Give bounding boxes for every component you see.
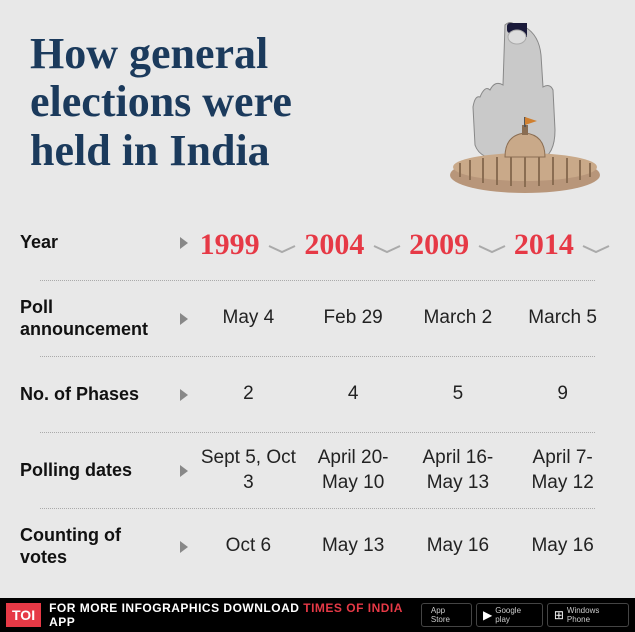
table-cell: 9 [510,382,615,407]
store-badges: App Store ▶Google play ⊞Windows Phone [421,603,629,627]
table-cell: May 4 [196,306,301,331]
row-label: No. of Phases [20,384,180,406]
table-cell: May 13 [301,534,406,559]
arrow-icon [180,541,188,553]
table-cell: 5 [406,382,511,407]
table-row: Counting of votes Oct 6 May 13 May 16 Ma… [20,509,615,584]
header-row: Year 1999 2004 2009 [20,205,615,280]
table-cell: March 5 [510,306,615,331]
chevron-down-icon [477,228,507,262]
row-label: Year [20,232,180,254]
table-cell: Sept 5, Oct 3 [196,446,301,495]
table-cell: April 16- May 13 [406,446,511,495]
app-store-badge[interactable]: App Store [421,603,472,627]
row-label: Polling dates [20,460,180,482]
arrow-icon [180,389,188,401]
footer-text: FOR MORE INFOGRAPHICS DOWNLOAD TIMES OF … [49,601,421,629]
year-header: 2009 [406,224,511,262]
voting-finger-parliament-icon [445,15,605,195]
table-cell: Feb 29 [301,306,406,331]
election-table: Year 1999 2004 2009 [0,205,635,584]
table-cell: May 16 [406,534,511,559]
infographic-container: How general elections were held in India [0,0,635,632]
table-row: No. of Phases 2 4 5 9 [20,357,615,432]
google-play-badge[interactable]: ▶Google play [476,603,543,627]
table-cell: 4 [301,382,406,407]
arrow-icon [180,313,188,325]
table-row: Polling dates Sept 5, Oct 3 April 20- Ma… [20,433,615,508]
play-icon: ▶ [483,608,492,622]
table-cell: Oct 6 [196,534,301,559]
table-cell: May 16 [510,534,615,559]
arrow-icon [180,237,188,249]
footer-bar: TOI FOR MORE INFOGRAPHICS DOWNLOAD TIMES… [0,598,635,632]
table-cell: March 2 [406,306,511,331]
windows-icon: ⊞ [554,608,564,622]
page-title: How general elections were held in India [0,0,400,185]
year-header: 1999 [196,224,301,262]
chevron-down-icon [581,228,611,262]
table-row: Poll announcement May 4 Feb 29 March 2 M… [20,281,615,356]
chevron-down-icon [372,228,402,262]
table-cell: April 7- May 12 [510,446,615,495]
table-cell: 2 [196,382,301,407]
toi-logo: TOI [6,603,41,627]
windows-phone-badge[interactable]: ⊞Windows Phone [547,603,629,627]
table-cell: April 20- May 10 [301,446,406,495]
year-header: 2014 [510,224,615,262]
row-label: Counting of votes [20,525,180,568]
chevron-down-icon [267,228,297,262]
row-label: Poll announcement [20,297,180,340]
arrow-icon [180,465,188,477]
year-header: 2004 [301,224,406,262]
